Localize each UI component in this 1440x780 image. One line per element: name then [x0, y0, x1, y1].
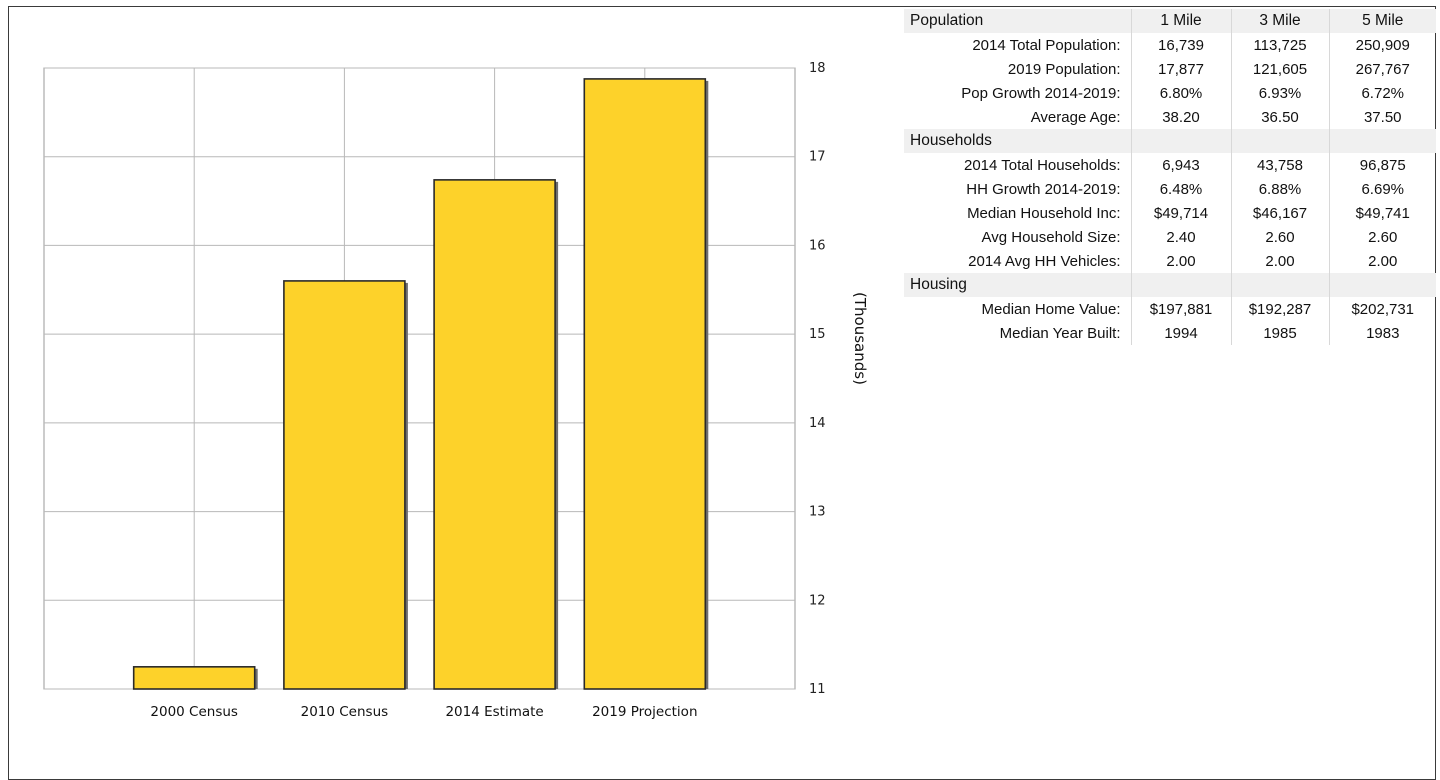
row-value: 96,875 — [1328, 153, 1436, 177]
row-value: 6.93% — [1230, 81, 1329, 105]
row-value: 267,767 — [1328, 57, 1436, 81]
row-value: 2.60 — [1230, 225, 1329, 249]
row-value: 37.50 — [1328, 105, 1436, 129]
row-value: 2.00 — [1130, 249, 1231, 273]
row-value: $49,741 — [1328, 201, 1436, 225]
row-value: 16,739 — [1130, 33, 1231, 57]
column-header: 3 Mile — [1230, 9, 1329, 33]
row-value: $46,167 — [1230, 201, 1329, 225]
section-title: Households — [904, 129, 1131, 153]
table-row: Pop Growth 2014-2019: 6.80% 6.93% 6.72% — [904, 81, 1436, 105]
row-value: 6.48% — [1130, 177, 1231, 201]
row-label: Median Year Built: — [999, 324, 1121, 342]
table-row: Median Home Value: $197,881 $192,287 $202,7… — [904, 297, 1436, 321]
category-label-4: 2019 Projection — [592, 704, 697, 720]
row-label: Avg Household Size: — [981, 228, 1121, 246]
table-row: Median Year Built: 1994 1985 1983 — [904, 321, 1436, 345]
row-value: 36.50 — [1230, 105, 1329, 129]
column-header — [1130, 273, 1231, 297]
row-value: $197,881 — [1130, 297, 1231, 321]
column-header — [1230, 129, 1329, 153]
table-row: 2019 Population: 17,877 121,605 267,767 — [904, 57, 1436, 81]
column-header — [1328, 273, 1436, 297]
row-value: 1985 — [1230, 321, 1329, 345]
bar-4 — [583, 78, 707, 690]
row-value: $49,714 — [1130, 201, 1231, 225]
row-label: Median Household Inc: — [967, 204, 1121, 222]
row-label: Pop Growth 2014-2019: — [961, 84, 1121, 102]
row-label: 2014 Avg HH Vehicles: — [968, 252, 1121, 270]
row-label: Average Age: — [1030, 108, 1121, 126]
demographics-table: Population 1 Mile 3 Mile 5 Mile 2014 Total P… — [904, 9, 1436, 345]
row-value: 2.60 — [1328, 225, 1436, 249]
row-value: 6.72% — [1328, 81, 1436, 105]
table-row: Avg Household Size: 2.40 2.60 2.60 — [904, 225, 1436, 249]
bar-1 — [132, 666, 256, 690]
row-label: Median Home Value: — [981, 300, 1121, 318]
chart-bars — [132, 78, 709, 690]
section-title: Population — [904, 9, 1131, 33]
section-title: Housing — [904, 273, 1131, 297]
category-label-2: 2010 Census — [301, 704, 389, 720]
row-value: 43,758 — [1230, 153, 1329, 177]
column-header: 5 Mile — [1328, 9, 1436, 33]
row-value: 6,943 — [1130, 153, 1231, 177]
row-label: 2014 Total Population: — [972, 36, 1121, 54]
row-value: 6.69% — [1328, 177, 1436, 201]
table-row: HH Growth 2014-2019: 6.48% 6.88% 6.69% — [904, 177, 1436, 201]
row-value: 113,725 — [1230, 33, 1329, 57]
y-tick-18: 18 — [809, 61, 826, 76]
category-label-1: 2000 Census — [150, 704, 238, 720]
row-label: HH Growth 2014-2019: — [966, 180, 1121, 198]
row-label: 2019 Population: — [1007, 60, 1121, 78]
table-row: 2014 Total Households: 6,943 43,758 96,875 — [904, 153, 1436, 177]
table-row: 2014 Total Population: 16,739 113,725 250,9… — [904, 33, 1436, 57]
row-value: 2.40 — [1130, 225, 1231, 249]
row-value: 1994 — [1130, 321, 1231, 345]
column-header: 1 Mile — [1130, 9, 1231, 33]
row-value: 1983 — [1328, 321, 1436, 345]
bar-2 — [283, 280, 406, 690]
population-bar-chart: 2000 Census 2010 Census 2014 Estimate 2019 … — [43, 61, 869, 720]
y-tick-11: 11 — [809, 682, 826, 697]
y-tick-12: 12 — [809, 593, 826, 608]
row-value: 2.00 — [1230, 249, 1329, 273]
table-row: 2014 Avg HH Vehicles: 2.00 2.00 2.00 — [904, 249, 1436, 273]
section-header-row: Households — [904, 129, 1436, 153]
y-tick-17: 17 — [809, 150, 826, 165]
row-value: 250,909 — [1328, 33, 1436, 57]
y-tick-16: 16 — [809, 238, 826, 253]
y-tick-15: 15 — [809, 327, 826, 342]
column-header — [1328, 129, 1436, 153]
row-value: 17,877 — [1130, 57, 1231, 81]
row-label: 2014 Total Households: — [963, 156, 1121, 174]
column-header — [1230, 273, 1329, 297]
row-value: 2.00 — [1328, 249, 1436, 273]
row-value: $192,287 — [1230, 297, 1329, 321]
category-label-3: 2014 Estimate — [445, 704, 543, 720]
y-tick-13: 13 — [809, 505, 826, 520]
section-header-row: Housing — [904, 273, 1436, 297]
y-axis-label: (Thousands) — [851, 292, 869, 385]
table-row: Median Household Inc: $49,714 $46,167 $49,7… — [904, 201, 1436, 225]
y-tick-14: 14 — [809, 416, 826, 431]
table-row: Average Age: 38.20 36.50 37.50 — [904, 105, 1436, 129]
bar-3 — [433, 179, 556, 690]
row-value: 121,605 — [1230, 57, 1329, 81]
section-header-row: Population 1 Mile 3 Mile 5 Mile — [904, 9, 1436, 33]
y-tick-labels: 11 12 13 14 15 16 17 18 — [809, 61, 826, 697]
row-value: 6.88% — [1230, 177, 1329, 201]
row-value: 6.80% — [1130, 81, 1231, 105]
row-value: $202,731 — [1328, 297, 1436, 321]
column-header — [1130, 129, 1231, 153]
row-value: 38.20 — [1130, 105, 1231, 129]
category-labels: 2000 Census 2010 Census 2014 Estimate 2019 … — [150, 704, 697, 720]
